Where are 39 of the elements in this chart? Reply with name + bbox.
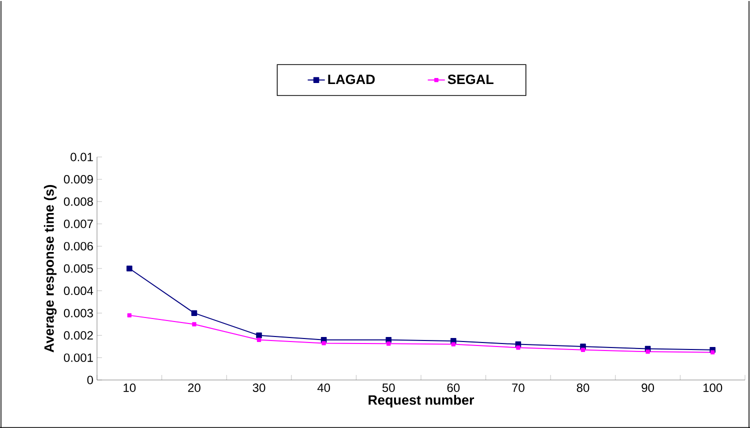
- legend-label: SEGAL: [448, 74, 494, 84]
- point: [191, 310, 198, 316]
- point: [322, 341, 326, 346]
- x-tick-label: 50: [382, 384, 395, 392]
- x-axis-title: Request number: [368, 394, 474, 408]
- point: [386, 342, 391, 346]
- y-tick-label: 0.01: [70, 152, 93, 162]
- x-tick-label: 40: [317, 384, 330, 392]
- x-tick-label: 20: [188, 384, 200, 392]
- point: [256, 338, 262, 342]
- y-tick-label: 0.004: [64, 286, 94, 296]
- point: [646, 350, 650, 354]
- point: [256, 332, 262, 338]
- x-tick-label: 10: [124, 384, 136, 392]
- legend-label: LAGAD: [328, 74, 375, 84]
- x-tick-label: 80: [576, 384, 590, 392]
- y-axis-title: Average response time (s): [44, 185, 57, 352]
- point: [516, 346, 520, 350]
- x-tick-label: 60: [447, 384, 460, 392]
- x-tick-label: 70: [512, 384, 524, 392]
- y-tick-label: 0.002: [64, 331, 93, 340]
- point: [710, 350, 715, 354]
- y-tick-label: 0.005: [64, 264, 93, 273]
- y-tick-label: 0.001: [64, 353, 93, 362]
- y-tick-label: 0.007: [64, 220, 93, 228]
- x-tick-label: 30: [252, 384, 266, 392]
- point: [127, 313, 132, 318]
- y-tick-label: 0.009: [64, 175, 93, 184]
- point: [451, 342, 456, 346]
- y-tick-label: 0.008: [64, 197, 93, 206]
- y-tick-label: 0: [87, 376, 94, 384]
- point: [580, 344, 586, 350]
- x-tick-label: 90: [642, 384, 654, 392]
- point: [192, 322, 196, 326]
- point: [580, 348, 586, 352]
- point: [126, 266, 132, 272]
- x-tick-label: 100: [703, 384, 722, 392]
- y-tick-label: 0.006: [64, 242, 93, 250]
- y-tick-label: 0.003: [64, 308, 93, 318]
